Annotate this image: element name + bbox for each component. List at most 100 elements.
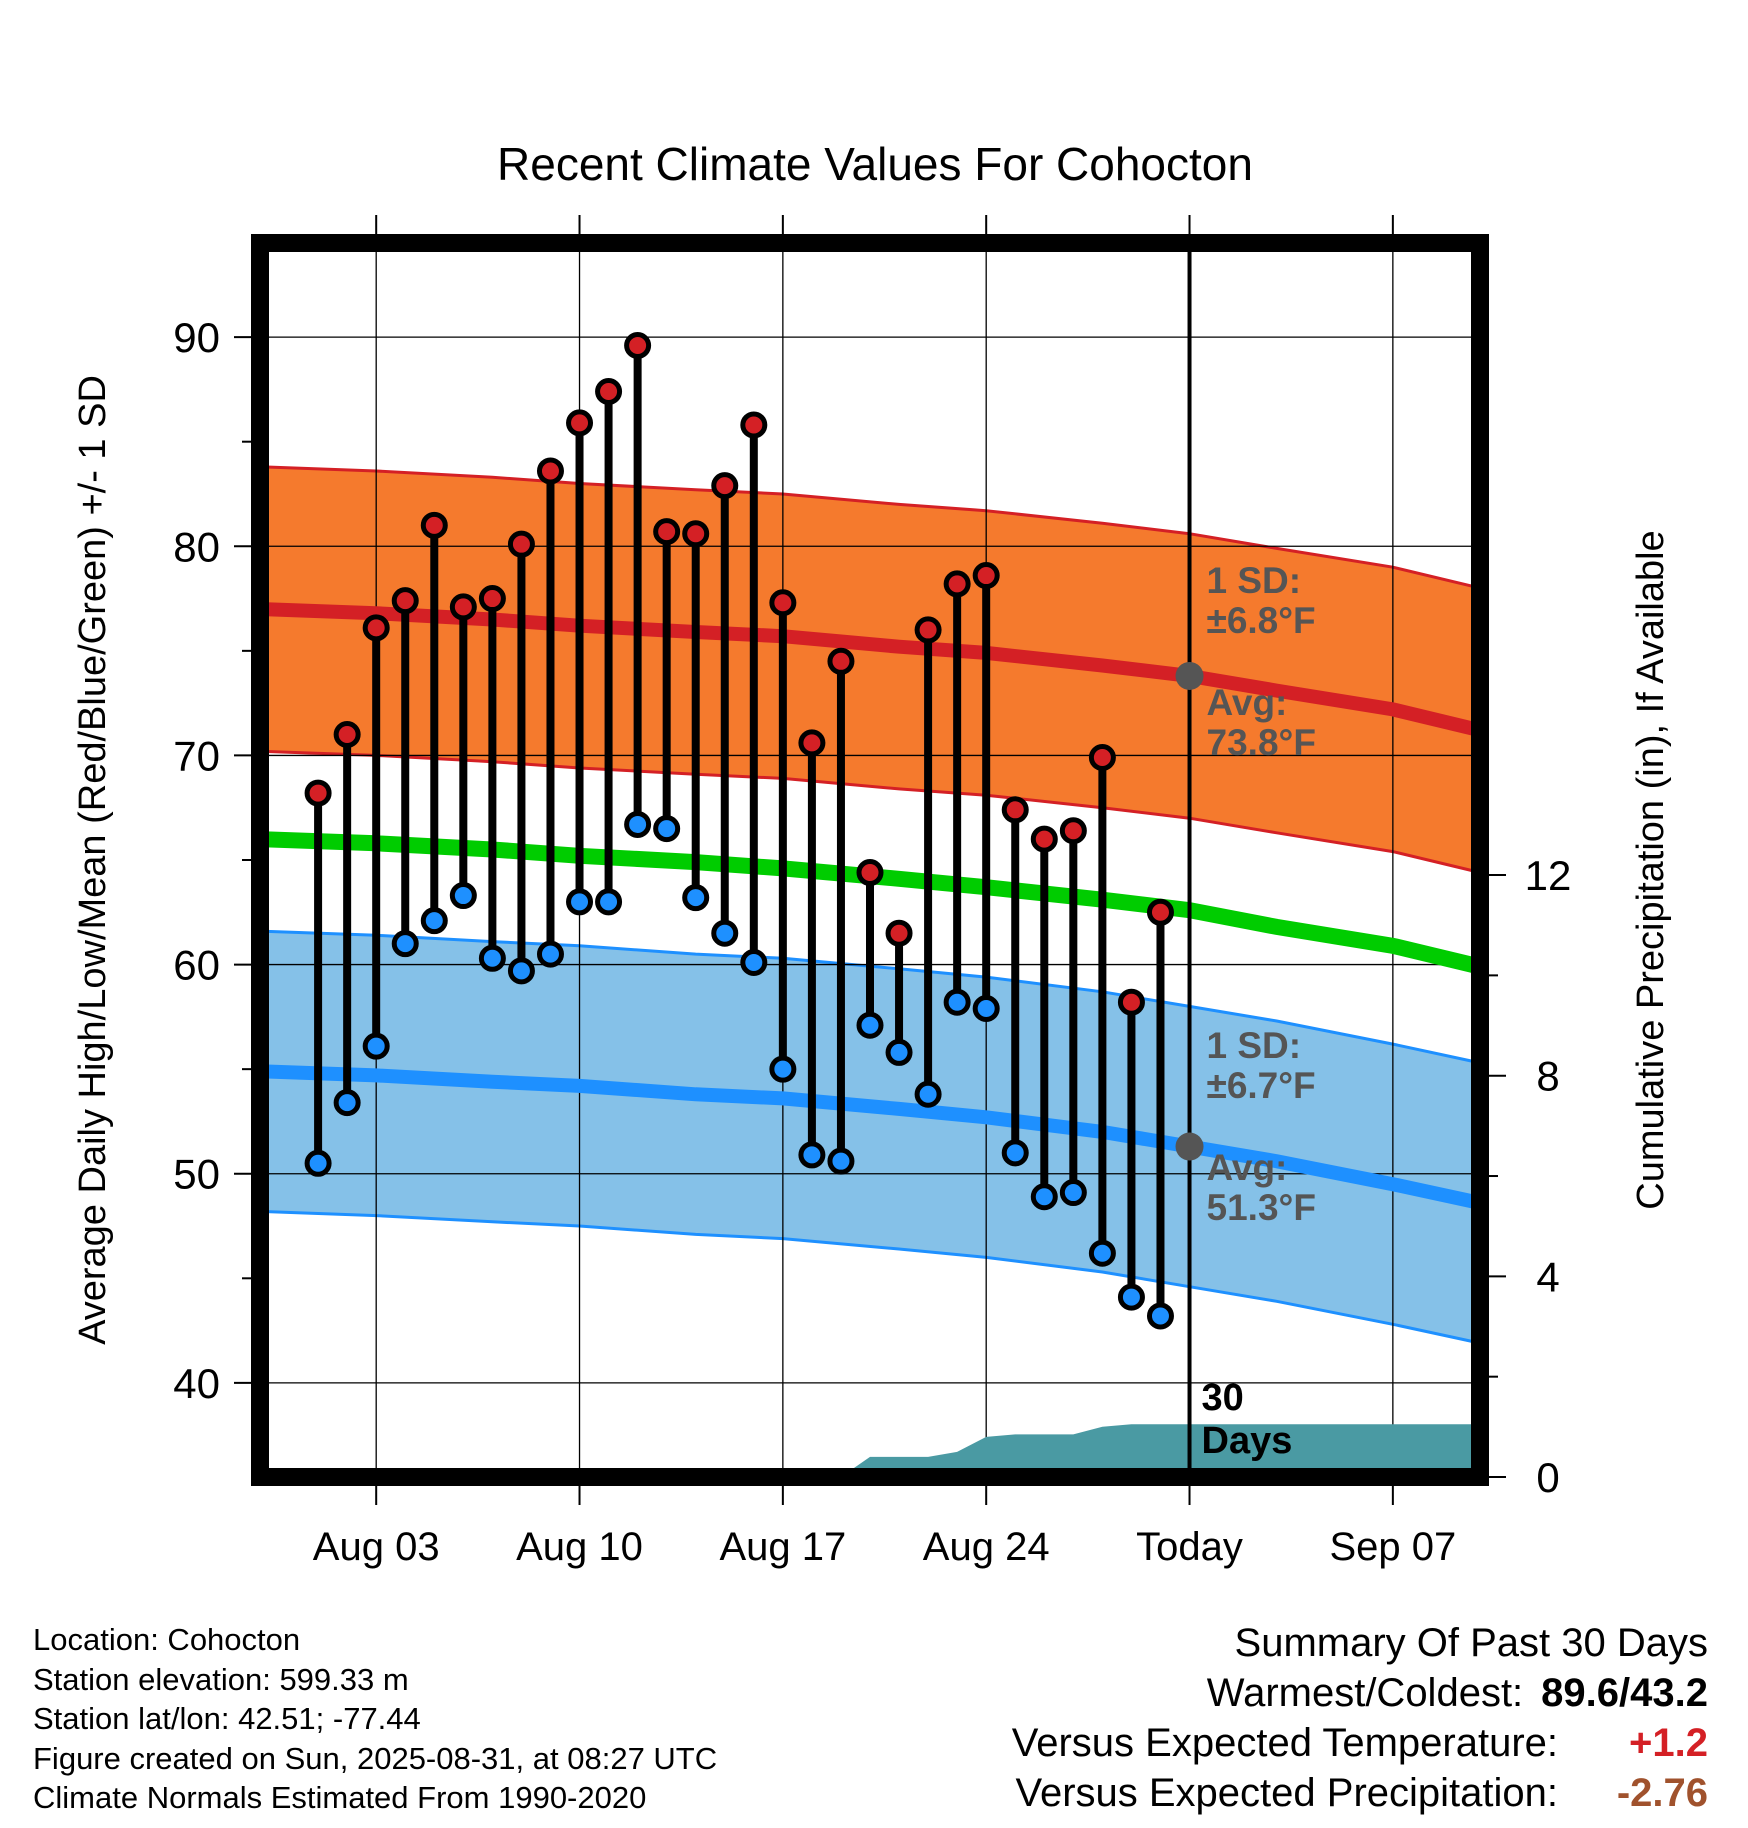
low-band-lower-edge <box>259 1209 1481 1345</box>
daily-low-point <box>798 1141 826 1169</box>
daily-low-point <box>449 882 477 910</box>
high-avg-annotation: Avg: <box>1207 682 1288 723</box>
daily-low-point <box>478 944 506 972</box>
temp-label: Versus Expected Temperature: <box>1011 1721 1558 1765</box>
y-tick-label: 70 <box>173 732 220 779</box>
daily-high-point <box>449 593 477 621</box>
daily-high-point <box>566 409 594 437</box>
y2-tick-label: 8 <box>1536 1053 1559 1100</box>
low-sd-annotation: ±6.7°F <box>1207 1065 1316 1106</box>
daily-high-point <box>1117 988 1145 1016</box>
x-tick-label: Today <box>1136 1525 1243 1569</box>
x-axis-label: Day <box>836 1594 904 1600</box>
latlon-text: Station lat/lon: 42.51; -77.44 <box>33 1701 421 1736</box>
high-band-upper-edge <box>259 465 1481 590</box>
warmest-value: 89.6/43.2 <box>1541 1671 1708 1715</box>
daily-low-point <box>682 884 710 912</box>
today-days-label: Days <box>1202 1420 1293 1462</box>
daily-high-point <box>420 511 448 539</box>
daily-high-point <box>885 919 913 947</box>
daily-low-point <box>507 957 535 985</box>
y2-tick-label: 4 <box>1536 1253 1559 1300</box>
daily-high-point <box>333 721 361 749</box>
daily-high-point <box>595 377 623 405</box>
daily-high-point <box>740 411 768 439</box>
warmest-row: Warmest/Coldest: 89.6/43.2 <box>1012 1668 1708 1718</box>
daily-low-point <box>595 888 623 916</box>
normals-text: Climate Normals Estimated From 1990-2020 <box>33 1780 647 1815</box>
daily-high-point <box>478 585 506 613</box>
y2-axis-label: Cumulative Precipitation (in), If Availa… <box>1630 530 1672 1209</box>
y-tick-label: 90 <box>173 314 220 361</box>
warmest-label: Warmest/Coldest: <box>1206 1671 1524 1715</box>
daily-low-point <box>740 948 768 976</box>
daily-low-point <box>536 940 564 968</box>
daily-low-point <box>1001 1139 1029 1167</box>
daily-high-point <box>798 729 826 757</box>
daily-low-point <box>653 815 681 843</box>
precip-value: -2.76 <box>1616 1771 1708 1815</box>
daily-low-point <box>885 1038 913 1066</box>
daily-low-point <box>914 1080 942 1108</box>
daily-low-point <box>856 1011 884 1039</box>
y-tick-label: 80 <box>173 523 220 570</box>
daily-high-point <box>507 530 535 558</box>
climate-chart: Recent Climate Values For Cohocton 40506… <box>72 138 1672 1600</box>
daily-high-point <box>362 614 390 642</box>
x-tick-label: Aug 17 <box>719 1525 846 1569</box>
daily-high-point <box>943 570 971 598</box>
daily-low-point <box>1030 1183 1058 1211</box>
daily-high-point <box>1001 796 1029 824</box>
y2-tick-label: 0 <box>1536 1454 1559 1501</box>
low-sd-band <box>260 931 1480 1344</box>
plot-frame <box>251 234 1489 1486</box>
temp-row: Versus Expected Temperature: +1.2 <box>1012 1718 1708 1768</box>
daily-low-point <box>711 919 739 947</box>
daily-low-point <box>1088 1239 1116 1267</box>
summary-title: Summary Of Past 30 Days <box>1234 1621 1708 1665</box>
daily-low-point <box>362 1032 390 1060</box>
y-tick-label: 40 <box>173 1360 220 1407</box>
x-tick-label: Aug 03 <box>313 1525 440 1569</box>
precip-row: Versus Expected Precipitation: -2.76 <box>1012 1768 1708 1818</box>
daily-high-point <box>827 647 855 675</box>
y-tick-label: 50 <box>173 1151 220 1198</box>
precip-label: Versus Expected Precipitation: <box>1015 1771 1558 1815</box>
x-tick-label: Sep 07 <box>1329 1525 1456 1569</box>
low-avg-annotation: Avg: <box>1207 1147 1288 1188</box>
daily-high-point <box>856 859 884 887</box>
daily-high-point <box>682 520 710 548</box>
elevation-text: Station elevation: 599.33 m <box>33 1661 409 1697</box>
daily-low-point <box>566 888 594 916</box>
daily-high-point <box>653 518 681 546</box>
today-avg-high-point <box>1175 661 1204 690</box>
daily-low-point <box>1059 1179 1087 1207</box>
high-sd-annotation: 1 SD: <box>1207 560 1302 601</box>
x-tick-label: Aug 10 <box>516 1525 643 1569</box>
daily-high-point <box>1059 817 1087 845</box>
daily-low-point <box>1146 1302 1174 1330</box>
daily-high-point <box>624 331 652 359</box>
normal-low-line <box>259 1064 1482 1210</box>
daily-low-point <box>333 1089 361 1117</box>
daily-low-point <box>972 994 1000 1022</box>
summary-panel: Summary Of Past 30 Days Warmest/Coldest:… <box>1012 1618 1708 1818</box>
high-sd-annotation: ±6.8°F <box>1207 600 1316 641</box>
daily-high-point <box>769 589 797 617</box>
y2-tick-label: 12 <box>1525 852 1572 899</box>
daily-high-point <box>1030 825 1058 853</box>
chart-title: Recent Climate Values For Cohocton <box>497 138 1253 190</box>
station-info: Location: Cohocton Station elevation: 59… <box>33 1620 717 1818</box>
y-tick-label: 60 <box>173 942 220 989</box>
created-text: Figure created on Sun, 2025-08-31, at 08… <box>33 1740 718 1776</box>
daily-low-point <box>624 810 652 838</box>
daily-low-point <box>827 1147 855 1175</box>
x-tick-label: Aug 24 <box>923 1525 1050 1569</box>
daily-low-point <box>943 988 971 1016</box>
high-avg-annotation: 73.8°F <box>1207 722 1316 763</box>
daily-low-point <box>1117 1283 1145 1311</box>
daily-high-point <box>536 457 564 485</box>
daily-high-point <box>304 779 332 807</box>
daily-high-point <box>1146 898 1174 926</box>
y-axis-label: Average Daily High/Low/Mean (Red/Blue/Gr… <box>72 375 114 1345</box>
